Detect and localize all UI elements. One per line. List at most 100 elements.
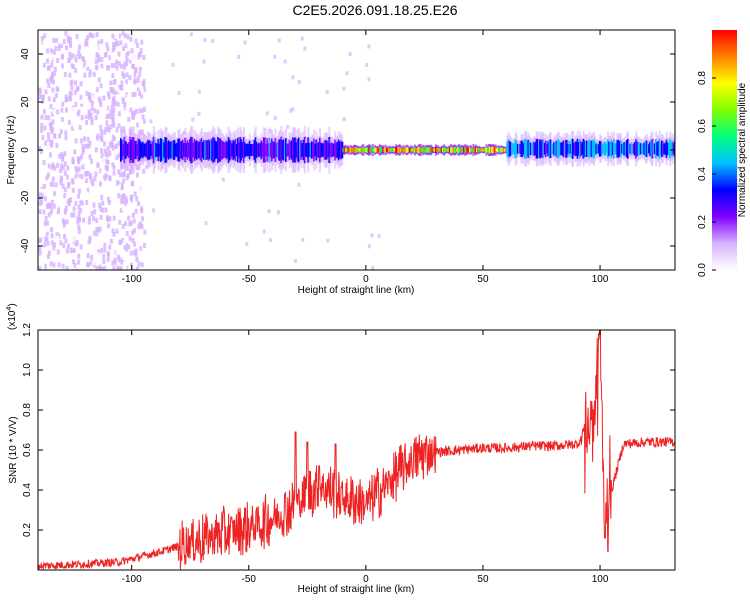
spectrogram-noise-cell [377, 234, 381, 239]
spectrogram-noise-cell [49, 103, 53, 109]
spectrogram-band-cell [588, 139, 591, 159]
spectrogram-noise-cell [86, 171, 90, 177]
snr-y-tick-label: 1.2 [22, 323, 33, 337]
spectrogram-noise-cell [83, 185, 87, 191]
spectrogram-noise-cell [90, 117, 94, 123]
spectrogram-noise-cell [80, 63, 84, 69]
spectrogram-noise-cell [128, 235, 132, 241]
spectrogram-noise-cell [44, 115, 48, 121]
spectrogram-noise-cell [297, 182, 301, 187]
spectrogram-band-cell [125, 142, 128, 158]
spectrogram-noise-cell [84, 38, 88, 44]
spectrogram-band-cell [433, 148, 436, 152]
spectrogram-band-cell [495, 148, 498, 152]
spectrogram-band-cell [623, 141, 626, 156]
spectrogram-noise-cell [47, 136, 51, 142]
spectrogram-band-cell [673, 140, 675, 157]
spectrogram-noise-cell [108, 210, 112, 216]
spectrogram-noise-cell [85, 90, 89, 96]
spectrogram-noise-cell [74, 46, 78, 52]
spectrogram-noise-cell [40, 114, 44, 120]
spectrogram-noise-cell [52, 79, 56, 85]
spectrogram-noise-cell [119, 207, 123, 213]
snr-x-tick-label: 0 [363, 574, 369, 585]
spectrogram-noise-cell [135, 172, 139, 178]
spectrogram-noise-cell [69, 40, 73, 46]
spectrogram-noise-cell [112, 79, 116, 85]
spectrogram-band-cell [461, 147, 464, 153]
spectrogram-noise-cell [74, 57, 78, 63]
spectrogram-noise-cell [367, 244, 371, 249]
spectrogram-band-cell [612, 139, 615, 159]
spectrogram-noise-cell [91, 181, 95, 187]
spectrogram-noise-cell [68, 95, 72, 101]
spectrogram-band-cell [635, 139, 638, 159]
spectrogram-noise-cell [136, 122, 140, 128]
spectrogram-noise-cell [133, 191, 137, 197]
spectrogram-noise-cell [141, 216, 145, 222]
spectrogram-marks [38, 30, 675, 270]
spectrogram-band-cell [146, 139, 149, 161]
spectrogram-band-cell [388, 147, 391, 153]
spectrogram-noise-cell [87, 109, 91, 115]
spectrogram-noise-cell [342, 86, 346, 91]
spectrogram-band-cell [593, 139, 596, 159]
spectrogram-noise-cell [119, 40, 123, 46]
spectrogram-band-cell [280, 136, 283, 164]
spectrogram-band-cell [617, 139, 620, 158]
spectrogram-noise-cell [100, 39, 104, 45]
spectrogram-band-cell [378, 146, 381, 154]
spectrogram-noise-cell [370, 233, 374, 238]
spectrogram-band-cell [595, 143, 598, 155]
spectrogram-band-cell [472, 146, 475, 154]
spectrogram-noise-cell [93, 108, 97, 114]
spectrogram-band-cell [403, 148, 406, 152]
spectrogram-band-cell [481, 148, 484, 152]
spectrogram-x-tick-label: 50 [477, 274, 489, 285]
spectrogram-band-cell [574, 141, 577, 157]
spectrogram-noise-cell [78, 173, 82, 179]
spectrogram-noise-cell [129, 250, 133, 256]
spectrogram-noise-cell [112, 265, 116, 270]
spectrogram-band-cell [556, 139, 559, 159]
spectrogram-x-tick-label: 0 [363, 274, 369, 285]
spectrogram-noise-cell [221, 177, 225, 182]
spectrogram-noise-cell [97, 77, 101, 83]
spectrogram-noise-cell [118, 183, 122, 189]
spectrogram-band-cell [499, 147, 502, 153]
spectrogram-noise-cell [125, 61, 129, 67]
spectrogram-band-cell [362, 146, 365, 154]
spectrogram-noise-cell [127, 101, 131, 107]
spectrogram-band-cell [220, 140, 223, 160]
spectrogram-noise-cell [111, 117, 115, 123]
spectrogram-band-cell [618, 141, 621, 157]
spectrogram-noise-cell [104, 104, 108, 110]
spectrogram-band-cell [176, 142, 179, 158]
spectrogram-band-cell [470, 147, 473, 153]
spectrogram-band-cell [597, 144, 600, 154]
spectrogram-band-cell [312, 141, 315, 159]
spectrogram-band-cell [160, 139, 163, 161]
spectrogram-noise-cell [121, 71, 125, 77]
spectrogram-noise-cell [132, 228, 136, 234]
spectrogram-band-cell [450, 146, 453, 154]
spectrogram-noise-cell [98, 99, 102, 105]
spectrogram-band-cell [253, 140, 256, 160]
spectrogram-noise-cell [121, 223, 125, 229]
spectrogram-noise-cell [133, 241, 137, 247]
spectrogram-band-cell [475, 147, 478, 153]
spectrogram-noise-cell [71, 92, 75, 98]
spectrogram-noise-cell [96, 163, 100, 169]
spectrogram-noise-cell [44, 89, 48, 95]
spectrogram-noise-cell [54, 93, 58, 99]
spectrogram-band-cell [559, 141, 562, 156]
spectrogram-noise-cell [68, 109, 72, 115]
spectrogram-noise-cell [118, 240, 122, 246]
spectrogram-noise-cell [64, 94, 68, 100]
spectrogram-band-cell [444, 147, 447, 153]
spectrogram-band-cell [224, 142, 227, 158]
spectrogram-noise-cell [140, 108, 144, 114]
spectrogram-noise-cell [42, 62, 46, 68]
spectrogram-band-cell [258, 142, 261, 158]
spectrogram-band-cell [145, 142, 148, 158]
